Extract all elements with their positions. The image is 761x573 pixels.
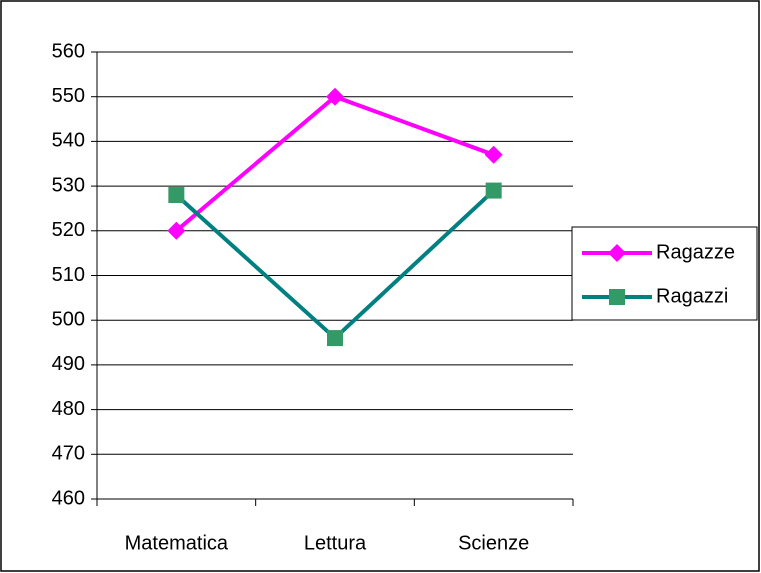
data-point <box>168 187 185 204</box>
legend-box <box>571 226 758 321</box>
legend: Ragazze Ragazzi <box>571 226 758 321</box>
data-point <box>167 221 186 240</box>
legend-label: Ragazzi <box>656 285 728 307</box>
y-tick-label: 490 <box>52 353 85 375</box>
legend-marker <box>608 244 626 262</box>
y-tick-label: 480 <box>52 398 85 420</box>
y-tick-label: 520 <box>52 219 85 241</box>
y-tick-label: 540 <box>52 130 85 152</box>
x-tick-label: Scienze <box>458 532 529 554</box>
legend-label: Ragazze <box>656 241 735 263</box>
y-tick-label: 530 <box>52 174 85 196</box>
legend-marker <box>609 289 625 305</box>
x-tick-label: Matematica <box>125 532 229 554</box>
data-point <box>484 145 503 164</box>
y-tick-label: 500 <box>52 308 85 330</box>
y-tick-label: 550 <box>52 85 85 107</box>
y-tick-label: 470 <box>52 443 85 465</box>
y-tick-label: 510 <box>52 264 85 286</box>
y-tick-label: 560 <box>52 40 85 62</box>
data-point <box>485 182 502 199</box>
x-tick-label: Lettura <box>304 532 367 554</box>
y-tick-label: 460 <box>52 487 85 509</box>
data-point <box>327 330 343 347</box>
data-point <box>326 87 344 106</box>
